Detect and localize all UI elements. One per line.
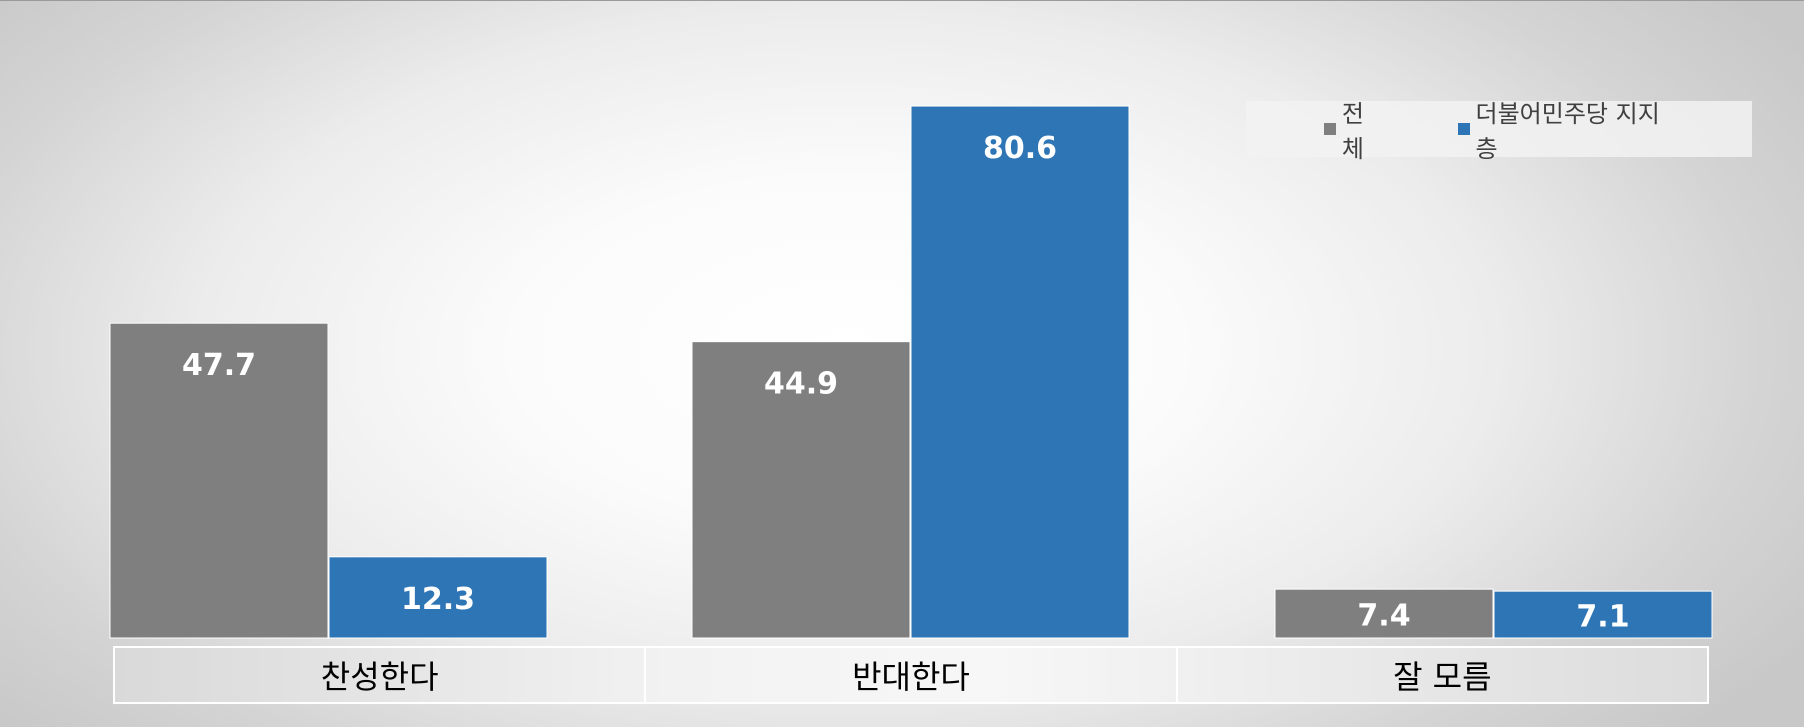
bar-unknown-democratic-supporters xyxy=(1493,590,1713,639)
legend-swatch-total xyxy=(1324,123,1336,135)
data-label-oppose-democratic-supporters: 80.6 xyxy=(983,131,1057,166)
data-label-unknown-democratic-supporters: 7.1 xyxy=(1576,600,1629,635)
bar-oppose-democratic-supporters xyxy=(910,105,1130,639)
legend-label-democratic-supporters: 더불어민주당 지지층 xyxy=(1475,100,1660,163)
legend-swatch-democratic-supporters xyxy=(1457,123,1470,135)
data-label-approve-total: 47.7 xyxy=(182,348,256,383)
data-label-oppose-total: 44.9 xyxy=(764,367,838,402)
bar-unknown-total xyxy=(1274,588,1494,639)
category-label-unknown: 잘 모름 xyxy=(1393,658,1492,696)
bar-approve-democratic-supporters xyxy=(328,556,548,639)
bar-oppose-total xyxy=(691,341,911,639)
data-label-unknown-total: 7.4 xyxy=(1357,599,1410,634)
legend: 전체 더불어민주당 지지층 xyxy=(1246,100,1752,163)
legend-label-total: 전체 xyxy=(1341,100,1364,163)
category-axis: 찬성한다 반대한다 잘 모름 xyxy=(113,646,1709,704)
legend-item-democratic-supporters: 더불어민주당 지지층 xyxy=(1457,94,1680,164)
bar-approve-total xyxy=(109,322,329,639)
legend-item-total: 전체 xyxy=(1324,94,1386,164)
category-label-approve: 찬성한다 xyxy=(115,648,647,702)
category-label-oppose: 반대한다 xyxy=(646,648,1178,702)
data-label-approve-democratic-supporters: 12.3 xyxy=(401,582,475,617)
